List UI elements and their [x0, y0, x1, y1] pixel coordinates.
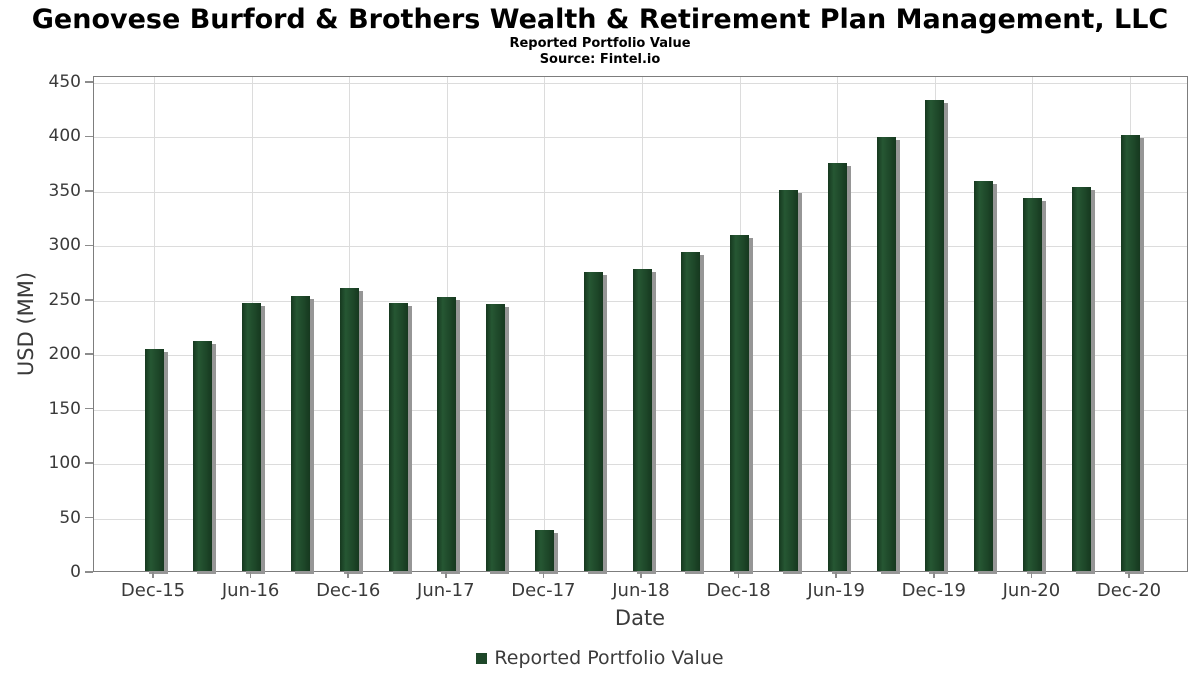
y-tick-label: 100 [48, 453, 81, 474]
x-tick-label: Dec-20 [1096, 580, 1162, 601]
bar-Jun-20 [1022, 197, 1042, 571]
bar-Dec-18 [730, 234, 750, 571]
bar-Sep-20 [1071, 186, 1091, 571]
bar-Mar-17 [388, 303, 408, 571]
x-gridline [544, 77, 546, 571]
x-tick-mark [1030, 572, 1033, 578]
bar-Dec-15 [144, 348, 164, 571]
legend-label: Reported Portfolio Value [494, 647, 724, 669]
bar-Jun-17 [437, 296, 457, 571]
bar-Dec-20 [1120, 135, 1140, 571]
y-tick-label: 300 [48, 235, 81, 256]
bar-Mar-18 [583, 271, 603, 571]
y-tick-label: 400 [48, 126, 81, 147]
y-gridline [94, 246, 1187, 248]
x-tick-label: Dec-19 [901, 580, 966, 601]
y-tick-mark [85, 244, 93, 247]
y-tick-label: 350 [48, 180, 81, 201]
bar-Sep-16 [290, 295, 310, 571]
x-tick-mark [347, 572, 349, 578]
y-tick-label: 200 [48, 344, 81, 365]
bar-Dec-17 [534, 529, 554, 571]
bar-Sep-19 [876, 136, 896, 571]
x-tick-mark [933, 572, 935, 578]
bar-Mar-19 [778, 189, 798, 571]
chart-source: Source: Fintel.io [539, 52, 661, 67]
bar-Dec-19 [925, 99, 945, 571]
y-tick-mark [85, 353, 93, 355]
bar-Mar-20 [974, 181, 994, 571]
y-tick-mark [85, 571, 93, 573]
y-gridline [94, 137, 1187, 139]
x-tick-label: Jun-17 [417, 580, 475, 601]
x-tick-label: Jun-19 [807, 580, 865, 601]
y-tick-mark [85, 81, 93, 83]
y-tick-mark [85, 462, 93, 464]
x-gridline [154, 77, 155, 571]
y-tick-label: 250 [48, 289, 81, 310]
bar-Jun-19 [827, 162, 847, 571]
bar-Mar-16 [193, 341, 213, 571]
x-tick-label: Dec-16 [316, 580, 381, 601]
bar-Sep-17 [486, 304, 506, 571]
x-tick-label: Jun-20 [1002, 580, 1061, 601]
y-tick-mark [85, 407, 93, 410]
x-tick-mark [737, 572, 740, 578]
bar-Jun-18 [632, 269, 652, 571]
x-axis-label: Date [614, 606, 666, 630]
x-tick-label: Jun-18 [612, 580, 670, 601]
y-tick-mark [85, 190, 93, 192]
chart-title: Genovese Burford & Brothers Wealth & Ret… [31, 4, 1169, 35]
x-tick-mark [835, 572, 837, 578]
x-tick-mark [249, 572, 252, 578]
y-tick-label: 0 [70, 562, 81, 582]
x-tick-label: Dec-18 [706, 580, 771, 601]
y-tick-mark [85, 516, 93, 519]
chart-subtitle: Reported Portfolio Value [509, 36, 691, 51]
y-gridline [94, 191, 1187, 193]
y-tick-label: 50 [59, 507, 81, 528]
x-tick-label: Dec-15 [120, 580, 186, 601]
y-tick-label: 150 [48, 398, 81, 419]
x-tick-mark [640, 572, 642, 578]
y-tick-mark [85, 135, 93, 138]
x-tick-mark [1128, 572, 1130, 578]
y-tick-mark [85, 299, 93, 301]
x-tick-mark [542, 572, 545, 578]
plot-area [93, 76, 1188, 572]
x-tick-mark [445, 572, 447, 578]
x-tick-label: Jun-16 [221, 580, 280, 601]
legend-swatch-icon [476, 653, 488, 664]
y-gridline [94, 83, 1187, 84]
legend: Reported Portfolio Value [0, 646, 1200, 670]
bar-Dec-16 [339, 287, 359, 571]
y-tick-label: 450 [48, 72, 81, 92]
x-tick-label: Dec-17 [511, 580, 576, 601]
bar-Sep-18 [681, 251, 701, 571]
bar-Jun-16 [242, 303, 262, 571]
x-tick-mark [152, 572, 154, 578]
